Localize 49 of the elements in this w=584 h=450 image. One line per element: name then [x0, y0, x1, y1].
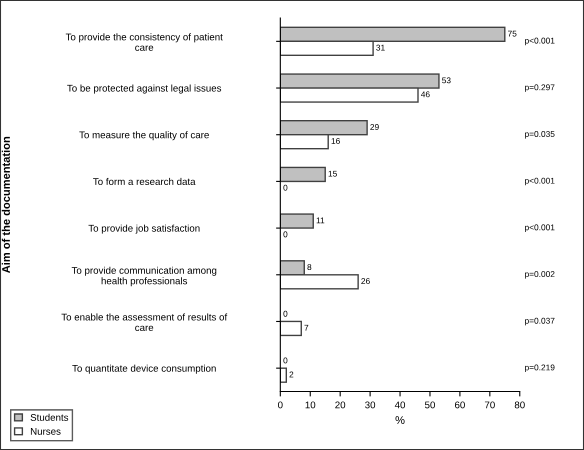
data-label: 0 [283, 231, 288, 238]
text: p=0.297 [525, 84, 554, 92]
data-label: 46 [420, 91, 430, 98]
data-label: 15 [328, 170, 337, 177]
data-label: 8 [307, 264, 312, 270]
x-tick-label: 60 [454, 401, 465, 408]
data-label: 11 [316, 218, 324, 224]
data-label: 0 [283, 357, 288, 364]
y-tick-label: To provide job satisfaction [88, 224, 200, 234]
text: p=0.219 [525, 364, 555, 372]
x-tick-label: 40 [394, 401, 406, 408]
data-label: 2 [290, 371, 294, 378]
x-tick-label: 10 [306, 401, 316, 408]
data-label: 53 [442, 77, 451, 84]
y-tick-label: To form a research data [93, 178, 196, 186]
text: p<0.001 [525, 178, 554, 186]
data-label: 75 [508, 30, 516, 37]
data-label: 29 [370, 124, 379, 130]
x-tick-label: 50 [424, 401, 435, 408]
text: p<0.001 [525, 224, 554, 232]
text: p=0.002 [525, 271, 554, 279]
x-tick-label: 20 [335, 401, 346, 408]
legend-label: Nurses [30, 428, 61, 435]
y-tick-label: To quantitate device consumption [72, 364, 216, 374]
bar [280, 320, 302, 336]
text: p<0.001 [525, 38, 554, 46]
x-tick-label: 30 [365, 401, 376, 408]
data-label: 0 [283, 184, 288, 191]
data-label: 31 [376, 44, 385, 51]
bar [280, 367, 287, 383]
data-label: 0 [283, 310, 288, 317]
bar [280, 213, 314, 229]
x-tick-label: 70 [484, 401, 495, 408]
text: p=0.035 [525, 131, 555, 139]
data-label: 16 [332, 138, 340, 144]
y-tick-label: To be protected against legal issues [67, 84, 222, 94]
data-label: 26 [361, 278, 370, 284]
y-axis-title: Aim of the documentation [2, 136, 10, 273]
x-tick-label: 0 [278, 401, 283, 408]
legend-label: Students [30, 414, 68, 421]
x-tick-label: 80 [514, 401, 525, 408]
y-tick-label: To measure the quality of care [79, 131, 209, 140]
x-axis-title: % [395, 416, 405, 424]
bar [280, 166, 326, 182]
text: p=0.037 [525, 318, 554, 326]
y-tick-label: To provide communication among health professionals [72, 266, 216, 286]
y-tick-label: To enable the assessment of results of care [61, 313, 228, 332]
data-label: 7 [304, 324, 308, 331]
y-tick-label: To provide the consistency of patient care [66, 33, 223, 51]
